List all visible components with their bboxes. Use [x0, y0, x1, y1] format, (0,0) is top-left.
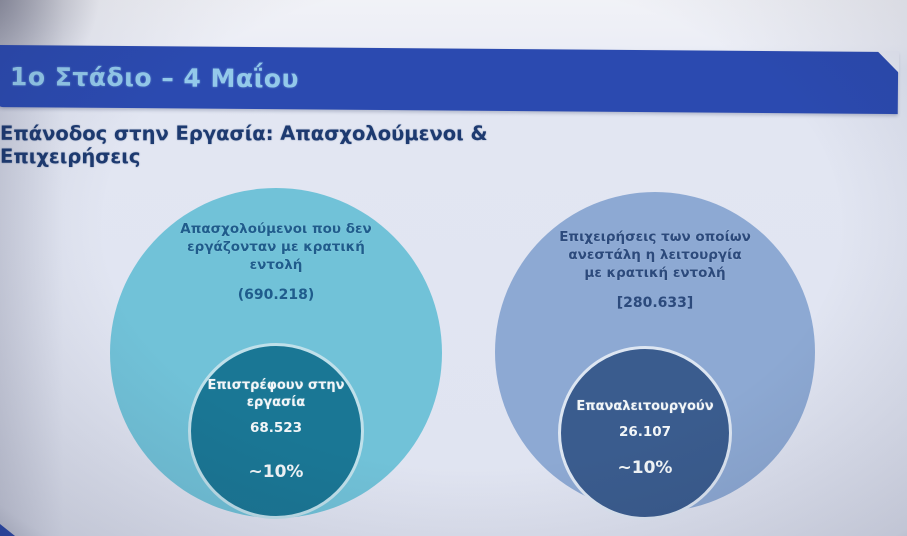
businesses-outer-label-line2: ανεστάλη η λειτουργία — [568, 247, 742, 264]
employees-inner-value: 68.523 — [249, 419, 303, 436]
businesses-outer-label-line3: με κρατική εντολή — [584, 265, 726, 282]
businesses-inner-value: 26.107 — [618, 423, 672, 440]
slide-title: 1ο Στάδιο – 4 Μαΐου — [9, 61, 300, 93]
slide-subtitle: Επάνοδος στην Εργασία: Απασχολούμενοι & … — [0, 122, 488, 168]
businesses-inner-label: Επαναλειτουργούν — [561, 399, 729, 416]
businesses-outer-label: Επιχειρήσεις των οποίων ανεστάλη η λειτο… — [495, 228, 815, 283]
employees-inner-label-line2: εργασία — [246, 394, 306, 410]
employees-inner-label: Επιστρέφουν στην εργασία — [191, 378, 361, 412]
employees-inner-label-line1: Επιστρέφουν στην — [207, 378, 345, 393]
businesses-inner-share: ~10% — [617, 457, 673, 478]
businesses-outer-value: [280.633] — [616, 294, 694, 311]
businesses-inner-circle: Επαναλειτουργούν 26.107 ~10% — [558, 346, 732, 520]
employees-outer-label-line3: εντολή — [249, 257, 303, 274]
employees-inner-circle: Επιστρέφουν στην εργασία 68.523 ~10% — [188, 343, 364, 519]
employees-outer-label-line1: Απασχολούμενοι που δεν — [180, 221, 372, 237]
employees-inner-share: ~10% — [248, 461, 304, 482]
businesses-inner-label-line1: Επαναλειτουργούν — [576, 399, 714, 414]
employees-outer-label-line2: εργάζονταν με κρατική — [187, 239, 365, 256]
slide-title-bar: 1ο Στάδιο – 4 Μαΐου — [0, 45, 900, 115]
bottom-left-corner-decoration — [0, 524, 15, 536]
employees-outer-value: (690.218) — [237, 286, 315, 303]
businesses-outer-label-line1: Επιχειρήσεις των οποίων — [559, 229, 751, 245]
employees-outer-label: Απασχολούμενοι που δεν εργάζονταν με κρα… — [110, 220, 442, 275]
title-bar-corner-bevel — [877, 50, 900, 74]
